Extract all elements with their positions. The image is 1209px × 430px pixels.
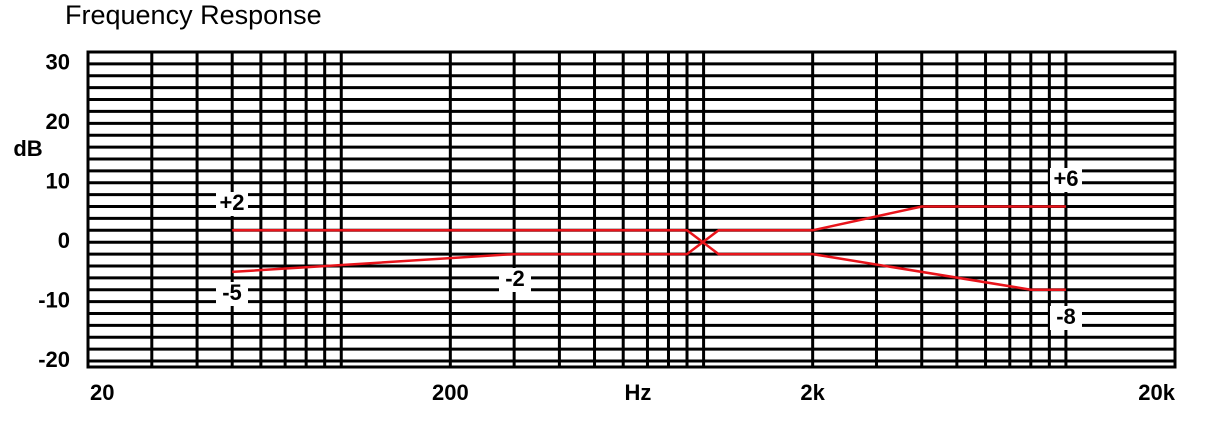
- y-tick-label: -10: [38, 287, 70, 312]
- x-tick-label: 2k: [800, 380, 825, 405]
- annotation-bg: [216, 192, 248, 216]
- annotation: -8: [1056, 304, 1076, 329]
- y-axis-label: dB: [13, 136, 42, 161]
- annotation-bg: [216, 282, 248, 306]
- response-line: [232, 205, 1066, 274]
- annotation-bg: [1050, 306, 1082, 330]
- x-tick-label: 20k: [1138, 380, 1175, 405]
- annotation: +2: [219, 190, 244, 215]
- y-tick-label: 10: [46, 169, 70, 194]
- x-tick-label: 200: [432, 380, 469, 405]
- chart-title: Frequency Response: [65, 0, 322, 30]
- x-tick-label: 20: [90, 380, 114, 405]
- plot-frame: [86, 50, 1177, 369]
- annotation: -2: [505, 266, 525, 291]
- annotation-bg: [1050, 168, 1082, 192]
- y-tick-label: 30: [46, 50, 70, 75]
- annotation-bg: [499, 268, 531, 292]
- y-tick-label: -20: [38, 347, 70, 372]
- y-tick-label: 0: [58, 228, 70, 253]
- y-tick-label: 20: [46, 109, 70, 134]
- response-line: [232, 229, 1066, 291]
- annotation: +6: [1053, 166, 1078, 191]
- x-axis-label: Hz: [625, 380, 652, 405]
- annotation: -5: [222, 280, 242, 305]
